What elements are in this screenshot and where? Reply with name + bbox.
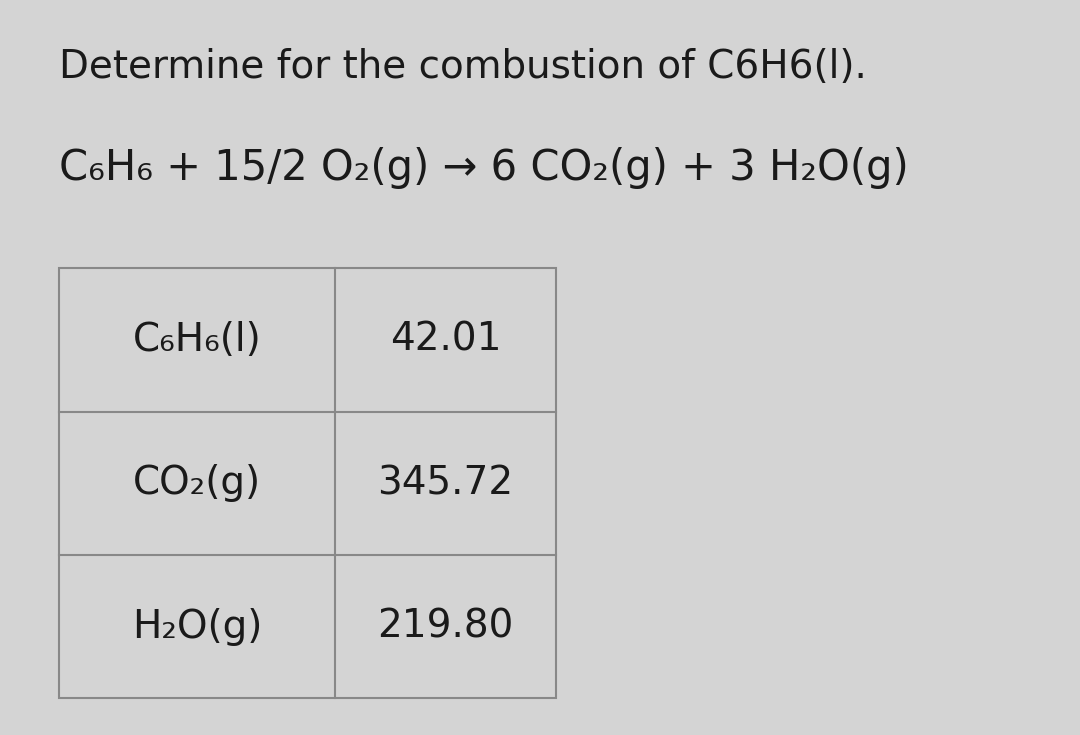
Text: CO₂(g): CO₂(g) bbox=[133, 465, 261, 502]
Text: 42.01: 42.01 bbox=[390, 321, 501, 359]
Text: Determine for the combustion of C6H6(l).: Determine for the combustion of C6H6(l). bbox=[59, 48, 867, 86]
Text: H₂O(g): H₂O(g) bbox=[132, 608, 262, 645]
Bar bbox=[59, 268, 556, 698]
Text: C₆H₆(l): C₆H₆(l) bbox=[133, 321, 261, 359]
Text: 219.80: 219.80 bbox=[377, 608, 514, 645]
Text: 345.72: 345.72 bbox=[377, 465, 514, 502]
Text: C₆H₆ + 15/2 O₂(g) → 6 CO₂(g) + 3 H₂O(g): C₆H₆ + 15/2 O₂(g) → 6 CO₂(g) + 3 H₂O(g) bbox=[59, 147, 909, 189]
